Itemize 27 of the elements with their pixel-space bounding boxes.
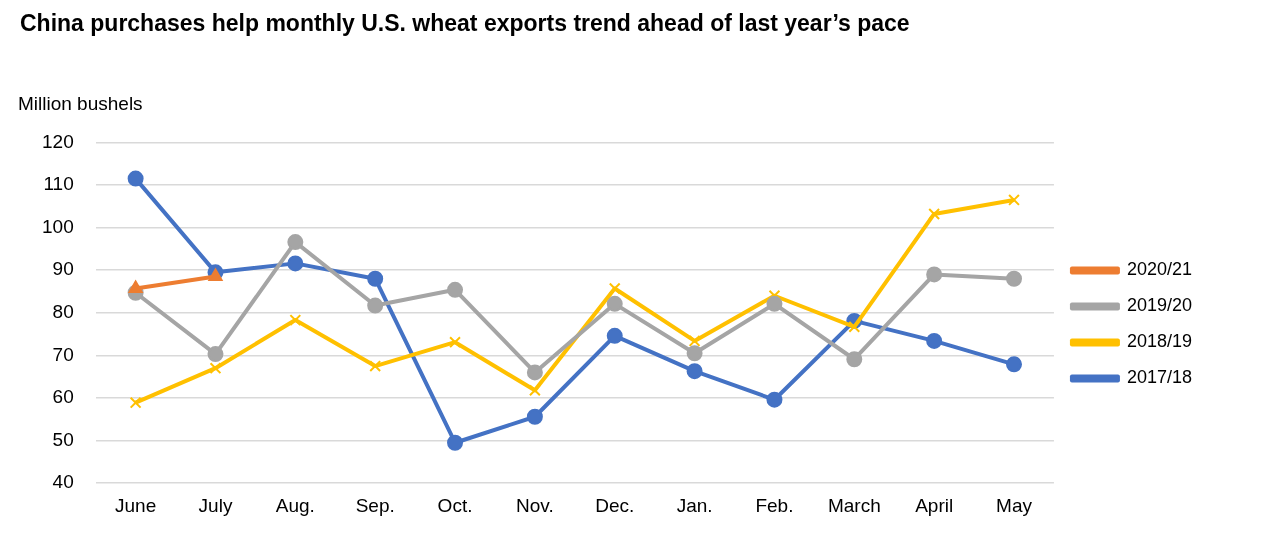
- x-tick-label: Nov.: [516, 494, 554, 516]
- x-tick-label: Oct.: [437, 494, 473, 516]
- y-tick-label: 50: [52, 428, 74, 450]
- x-tick-label: May: [996, 494, 1033, 516]
- x-tick-label: July: [198, 494, 233, 516]
- x-tick-label: April: [915, 494, 954, 516]
- x-tick-label: March: [827, 494, 881, 516]
- x-tick-label: June: [115, 494, 157, 516]
- y-tick-label: 70: [52, 343, 74, 365]
- legend-label: 2020/21: [1126, 259, 1193, 280]
- x-tick-label: Feb.: [755, 494, 794, 516]
- x-tick-label: Sep.: [355, 494, 395, 516]
- x-tick-label: Aug.: [275, 494, 315, 516]
- y-tick-label: 90: [52, 258, 74, 280]
- legend-label: 2018/19: [1126, 331, 1193, 352]
- y-tick-label: 100: [42, 215, 74, 237]
- y-tick-label: 60: [52, 386, 74, 408]
- chart-title: China purchases help monthly U.S. wheat exports trend ahead of last year’s pace: [20, 10, 910, 37]
- y-axis-title: Million bushels: [18, 93, 143, 115]
- legend-label: 2019/20: [1126, 295, 1193, 316]
- legend-label: 2017/18: [1126, 367, 1193, 388]
- y-tick-label: 40: [52, 471, 74, 493]
- x-tick-label: Jan.: [676, 494, 713, 516]
- x-tick-label: Dec.: [595, 494, 635, 516]
- y-tick-label: 120: [42, 130, 74, 152]
- y-tick-label: 110: [43, 173, 74, 195]
- y-tick-label: 80: [52, 301, 74, 323]
